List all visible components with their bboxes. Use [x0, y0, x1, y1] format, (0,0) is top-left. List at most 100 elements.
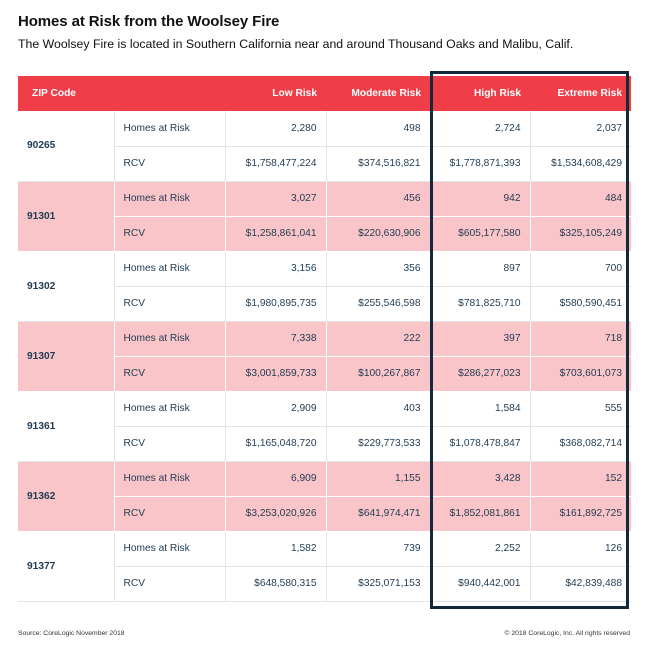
metric-label-cell: RCV — [113, 496, 225, 532]
homes-low-risk-cell: 6,909 — [224, 461, 326, 497]
rcv-extreme-risk-cell: $42,839,488 — [529, 566, 631, 602]
homes-moderate-risk-cell: 456 — [325, 181, 430, 217]
rcv-high-risk-cell: $781,825,710 — [429, 286, 530, 322]
rcv-high-risk-cell: $605,177,580 — [429, 216, 530, 252]
rcv-low-risk-cell: $1,165,048,720 — [224, 426, 326, 462]
table-header-row: ZIP Code Low Risk Moderate Risk High Ris… — [18, 76, 631, 111]
table-row: 91362 Homes at Risk 6,909 1,155 3,428 152 — [18, 461, 631, 532]
zip-code-cell: 91302 — [18, 251, 114, 322]
rcv-extreme-risk-cell: $368,082,714 — [529, 426, 631, 462]
zip-code-cell: 91361 — [18, 391, 114, 462]
homes-high-risk-cell: 397 — [429, 321, 530, 357]
rcv-moderate-risk-cell: $641,974,471 — [325, 496, 430, 532]
homes-extreme-risk-cell: 152 — [529, 461, 631, 497]
table-row: RCV $1,258,861,041 $220,630,906 $605,177,58… — [18, 216, 631, 252]
zip-code-cell: 91377 — [18, 531, 114, 602]
homes-low-risk-cell: 2,280 — [224, 111, 326, 147]
metric-label-cell: Homes at Risk — [113, 461, 225, 497]
homes-low-risk-cell: 2,909 — [224, 391, 326, 427]
metric-label-cell: RCV — [113, 566, 225, 602]
table-row: 90265 Homes at Risk 2,280 498 2,724 2,037 — [18, 111, 631, 182]
rcv-high-risk-cell: $1,078,478,847 — [429, 426, 530, 462]
table-row: RCV $1,980,895,735 $255,546,598 $781,825,71… — [18, 286, 631, 322]
metric-label-cell: RCV — [113, 426, 225, 462]
zip-code-cell: 91362 — [18, 461, 114, 532]
zip-code-cell: 90265 — [18, 111, 114, 182]
metric-label-cell: RCV — [113, 286, 225, 322]
table-row: 91301 Homes at Risk 3,027 456 942 484 — [18, 181, 631, 252]
homes-moderate-risk-cell: 1,155 — [325, 461, 430, 497]
homes-low-risk-cell: 7,338 — [224, 321, 326, 357]
homes-extreme-risk-cell: 126 — [529, 531, 631, 567]
metric-label-cell: Homes at Risk — [113, 181, 225, 217]
table-row: RCV $1,165,048,720 $229,773,533 $1,078,478,… — [18, 426, 631, 462]
homes-extreme-risk-cell: 2,037 — [529, 111, 631, 147]
metric-label-cell: Homes at Risk — [113, 251, 225, 287]
column-header-metric — [114, 76, 225, 111]
rcv-extreme-risk-cell: $703,601,073 — [529, 356, 631, 392]
homes-moderate-risk-cell: 403 — [325, 391, 430, 427]
homes-moderate-risk-cell: 498 — [325, 111, 430, 147]
rcv-moderate-risk-cell: $325,071,153 — [325, 566, 430, 602]
table-row: 91377 Homes at Risk 1,582 739 2,252 126 — [18, 531, 631, 602]
homes-high-risk-cell: 897 — [429, 251, 530, 287]
table-row: RCV $3,253,020,926 $641,974,471 $1,852,081,… — [18, 496, 631, 532]
table-row: RCV $3,001,859,733 $100,267,867 $286,277,02… — [18, 356, 631, 392]
homes-high-risk-cell: 2,252 — [429, 531, 530, 567]
table-body: 90265 Homes at Risk 2,280 498 2,724 2,037 RCV $… — [18, 111, 631, 602]
rcv-high-risk-cell: $1,778,871,393 — [429, 146, 530, 182]
zip-code-cell: 91301 — [18, 181, 114, 252]
homes-extreme-risk-cell: 484 — [529, 181, 631, 217]
metric-label-cell: Homes at Risk — [113, 111, 225, 147]
column-header-low-risk: Low Risk — [225, 76, 326, 111]
metric-label-cell: Homes at Risk — [113, 531, 225, 567]
homes-high-risk-cell: 2,724 — [429, 111, 530, 147]
column-header-zip: ZIP Code — [18, 76, 114, 111]
rcv-low-risk-cell: $3,001,859,733 — [224, 356, 326, 392]
homes-high-risk-cell: 942 — [429, 181, 530, 217]
rcv-low-risk-cell: $1,258,861,041 — [224, 216, 326, 252]
table-row: 91302 Homes at Risk 3,156 356 897 700 — [18, 251, 631, 322]
homes-low-risk-cell: 3,027 — [224, 181, 326, 217]
metric-label-cell: Homes at Risk — [113, 391, 225, 427]
rcv-low-risk-cell: $1,758,477,224 — [224, 146, 326, 182]
metric-label-cell: RCV — [113, 146, 225, 182]
rcv-moderate-risk-cell: $255,546,598 — [325, 286, 430, 322]
rcv-low-risk-cell: $1,980,895,735 — [224, 286, 326, 322]
table-row: 91361 Homes at Risk 2,909 403 1,584 555 — [18, 391, 631, 462]
rcv-extreme-risk-cell: $325,105,249 — [529, 216, 631, 252]
risk-table: ZIP Code Low Risk Moderate Risk High Ris… — [18, 76, 631, 602]
homes-moderate-risk-cell: 222 — [325, 321, 430, 357]
homes-extreme-risk-cell: 555 — [529, 391, 631, 427]
rcv-moderate-risk-cell: $374,516,821 — [325, 146, 430, 182]
column-header-high-risk: High Risk — [430, 76, 530, 111]
homes-low-risk-cell: 1,582 — [224, 531, 326, 567]
rcv-moderate-risk-cell: $100,267,867 — [325, 356, 430, 392]
rcv-moderate-risk-cell: $220,630,906 — [325, 216, 430, 252]
column-header-extreme-risk: Extreme Risk — [530, 76, 631, 111]
column-header-moderate-risk: Moderate Risk — [326, 76, 430, 111]
rcv-high-risk-cell: $286,277,023 — [429, 356, 530, 392]
table-row: 91307 Homes at Risk 7,338 222 397 718 — [18, 321, 631, 392]
homes-low-risk-cell: 3,156 — [224, 251, 326, 287]
homes-moderate-risk-cell: 356 — [325, 251, 430, 287]
chart-subtitle: The Woolsey Fire is located in Southern … — [18, 37, 574, 51]
rcv-low-risk-cell: $648,580,315 — [224, 566, 326, 602]
rcv-moderate-risk-cell: $229,773,533 — [325, 426, 430, 462]
rcv-extreme-risk-cell: $580,590,451 — [529, 286, 631, 322]
homes-high-risk-cell: 3,428 — [429, 461, 530, 497]
homes-high-risk-cell: 1,584 — [429, 391, 530, 427]
homes-moderate-risk-cell: 739 — [325, 531, 430, 567]
rcv-high-risk-cell: $1,852,081,861 — [429, 496, 530, 532]
rcv-extreme-risk-cell: $161,892,725 — [529, 496, 631, 532]
zip-code-cell: 91307 — [18, 321, 114, 392]
rcv-low-risk-cell: $3,253,020,926 — [224, 496, 326, 532]
source-note: Source: CoreLogic November 2018 — [18, 630, 125, 637]
rcv-high-risk-cell: $940,442,001 — [429, 566, 530, 602]
metric-label-cell: RCV — [113, 356, 225, 392]
metric-label-cell: Homes at Risk — [113, 321, 225, 357]
copyright-note: © 2018 CoreLogic, Inc. All rights reserv… — [504, 630, 630, 637]
homes-extreme-risk-cell: 700 — [529, 251, 631, 287]
rcv-extreme-risk-cell: $1,534,608,429 — [529, 146, 631, 182]
chart-title: Homes at Risk from the Woolsey Fire — [18, 13, 280, 30]
